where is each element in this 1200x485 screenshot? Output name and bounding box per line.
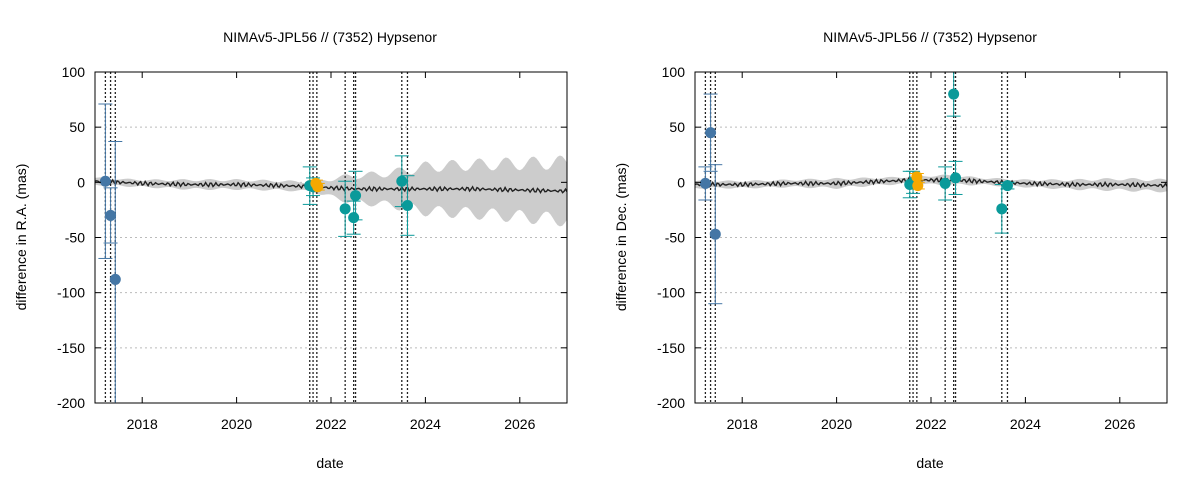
y-tick-label: -100 — [57, 285, 85, 301]
y-tick-label: 100 — [62, 64, 86, 80]
data-point-teal — [339, 203, 351, 215]
y-tick-label: 50 — [69, 119, 85, 135]
model-uncertainty-band — [695, 174, 1167, 193]
chart-panel-ra: NIMAv5-JPL56 // (7352) Hypsenor differen… — [0, 0, 600, 480]
y-tick-label: -200 — [57, 395, 85, 411]
x-tick-label: 2026 — [504, 416, 535, 432]
x-tick-label: 2024 — [410, 416, 441, 432]
x-tick-label: 2018 — [727, 416, 758, 432]
y-tick-label: -100 — [657, 285, 685, 301]
x-tick-label: 2020 — [821, 416, 852, 432]
y-tick-label: -200 — [657, 395, 685, 411]
data-point-orange — [912, 180, 924, 192]
data-point-blue — [705, 127, 717, 139]
x-axis-label: date — [316, 455, 343, 471]
y-tick-label: -50 — [665, 230, 685, 246]
plot-area — [95, 72, 567, 403]
y-tick-label: -150 — [57, 340, 85, 356]
y-tick-label: 100 — [662, 64, 686, 80]
y-tick-label: 0 — [677, 174, 685, 190]
data-point-blue — [99, 175, 111, 187]
data-point-teal — [996, 203, 1008, 215]
data-point-blue — [105, 209, 117, 221]
chart-panel-dec: NIMAv5-JPL56 // (7352) Hypsenor differen… — [600, 0, 1200, 480]
x-tick-label: 2022 — [915, 416, 946, 432]
chart-svg-ra: NIMAv5-JPL56 // (7352) Hypsenor differen… — [13, 29, 568, 471]
data-point-teal — [401, 200, 413, 212]
data-point-teal — [939, 177, 951, 189]
y-tick-label: 50 — [669, 119, 685, 135]
chart-title: NIMAv5-JPL56 // (7352) Hypsenor — [823, 29, 1037, 45]
data-point-orange — [911, 171, 923, 183]
x-tick-label: 2026 — [1104, 416, 1135, 432]
model-uncertainty-band — [95, 155, 567, 227]
data-point-teal — [396, 175, 408, 187]
model-line — [95, 178, 567, 195]
y-axis-label: difference in R.A. (mas) — [13, 164, 29, 311]
x-tick-label: 2024 — [1010, 416, 1041, 432]
data-point-orange — [312, 181, 324, 193]
y-tick-label: 0 — [77, 174, 85, 190]
plot-area — [695, 72, 1167, 403]
data-point-teal — [350, 190, 362, 202]
data-point-blue — [699, 177, 711, 189]
y-axis-label: difference in Dec. (mas) — [613, 163, 629, 311]
data-point-teal — [948, 88, 960, 100]
x-tick-label: 2022 — [315, 416, 346, 432]
data-point-blue — [709, 228, 721, 240]
y-tick-label: -150 — [657, 340, 685, 356]
x-tick-label: 2018 — [127, 416, 158, 432]
y-tick-label: -50 — [65, 230, 85, 246]
x-axis-label: date — [916, 455, 943, 471]
chart-svg-dec: NIMAv5-JPL56 // (7352) Hypsenor differen… — [613, 29, 1168, 471]
data-point-blue — [109, 273, 121, 285]
data-point-teal — [1001, 180, 1013, 192]
data-point-teal — [950, 172, 962, 184]
model-line — [695, 176, 1167, 189]
data-point-teal — [348, 212, 360, 224]
chart-title: NIMAv5-JPL56 // (7352) Hypsenor — [223, 29, 437, 45]
x-tick-label: 2020 — [221, 416, 252, 432]
